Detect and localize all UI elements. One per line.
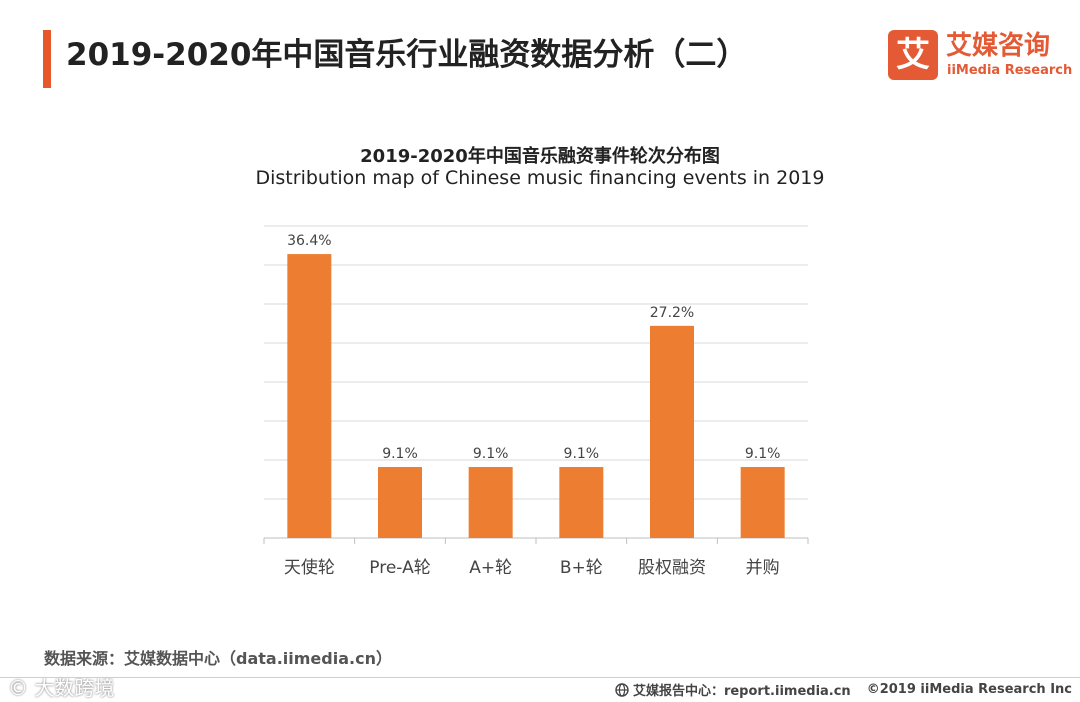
bar-5 (740, 467, 785, 538)
chart-subtitle: Distribution map of Chinese music financ… (255, 167, 825, 189)
footer-bar: 艾媒报告中心：report.iimedia.cn ©2019 iiMedia R… (615, 680, 1072, 699)
data-label-5: 9.1% (745, 446, 781, 462)
logo-english-name: iiMedia Research (947, 63, 1073, 78)
title-accent-bar (43, 30, 51, 88)
footer-divider (0, 677, 1080, 678)
data-label-4: 27.2% (650, 305, 694, 321)
data-label-3: 9.1% (564, 446, 600, 462)
data-label-2: 9.1% (473, 446, 509, 462)
bar-0 (287, 254, 332, 538)
iimedia-logo: 艾 艾媒咨询 iiMedia Research (888, 30, 1072, 82)
report-center-link[interactable]: 艾媒报告中心：report.iimedia.cn (632, 684, 851, 699)
x-tick-label-1: Pre-A轮 (369, 558, 430, 578)
bar-3 (559, 467, 604, 538)
copyright: ©2019 iiMedia Research Inc (866, 682, 1072, 697)
x-tick-label-2: A+轮 (469, 558, 512, 578)
page-title: 2019-2020年中国音乐行业融资数据分析（二） (66, 37, 748, 73)
bar-1 (378, 467, 422, 538)
chart-title: 2019-2020年中国音乐融资事件轮次分布图 (360, 146, 720, 167)
x-tick-label-4: 股权融资 (638, 558, 706, 578)
x-tick-label-5: 并购 (746, 558, 780, 578)
globe-icon (615, 682, 629, 697)
x-tick-label-3: B+轮 (560, 558, 603, 578)
bar-2 (468, 467, 513, 538)
data-source: 数据来源：艾媒数据中心（data.iimedia.cn） (44, 649, 392, 668)
bar-4 (650, 325, 694, 538)
x-tick-label-0: 天使轮 (284, 557, 335, 578)
data-label-0: 36.4% (287, 233, 331, 249)
logo-chinese-name: 艾媒咨询 (946, 31, 1051, 61)
data-label-1: 9.1% (382, 446, 418, 462)
logo-mark: 艾 (888, 30, 938, 80)
watermark: © 大数跨境 (8, 676, 115, 700)
